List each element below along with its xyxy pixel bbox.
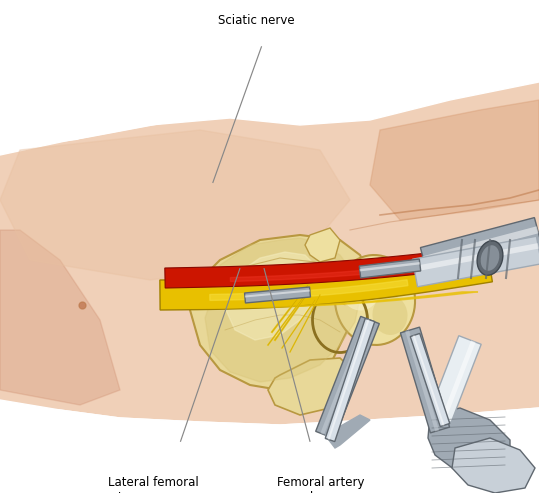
Polygon shape <box>328 319 370 440</box>
Ellipse shape <box>477 241 503 275</box>
Polygon shape <box>268 358 355 415</box>
Polygon shape <box>0 230 120 405</box>
Polygon shape <box>305 228 340 262</box>
Ellipse shape <box>335 255 415 345</box>
Polygon shape <box>405 330 439 431</box>
Polygon shape <box>400 327 450 433</box>
Ellipse shape <box>372 295 407 335</box>
Text: Sciatic nerve: Sciatic nerve <box>218 14 294 27</box>
Polygon shape <box>360 262 420 272</box>
Polygon shape <box>0 85 539 493</box>
Polygon shape <box>0 400 539 493</box>
Polygon shape <box>413 335 445 426</box>
Polygon shape <box>245 289 310 297</box>
Polygon shape <box>360 259 421 278</box>
Polygon shape <box>160 252 493 310</box>
Polygon shape <box>225 252 320 340</box>
Polygon shape <box>414 243 539 272</box>
Polygon shape <box>316 317 379 439</box>
Polygon shape <box>325 318 375 442</box>
Polygon shape <box>0 408 539 493</box>
Ellipse shape <box>481 245 499 271</box>
Polygon shape <box>420 217 539 282</box>
Polygon shape <box>429 336 481 423</box>
Polygon shape <box>230 264 425 282</box>
Polygon shape <box>412 236 539 287</box>
Polygon shape <box>245 287 310 303</box>
Polygon shape <box>165 246 491 288</box>
Polygon shape <box>441 341 475 420</box>
Polygon shape <box>0 130 350 280</box>
Polygon shape <box>428 408 510 478</box>
Polygon shape <box>205 238 360 382</box>
Polygon shape <box>423 226 538 263</box>
Polygon shape <box>320 318 369 435</box>
Text: Lateral femoral
cutaneous nerve: Lateral femoral cutaneous nerve <box>104 476 203 493</box>
Polygon shape <box>452 438 535 493</box>
Polygon shape <box>370 100 539 220</box>
Polygon shape <box>210 280 408 300</box>
Polygon shape <box>167 292 478 308</box>
Polygon shape <box>0 80 539 425</box>
Polygon shape <box>325 415 370 448</box>
Polygon shape <box>190 235 370 390</box>
Ellipse shape <box>340 266 380 311</box>
Text: Femoral artery
and nerve: Femoral artery and nerve <box>277 476 364 493</box>
Polygon shape <box>0 0 539 155</box>
Polygon shape <box>410 333 450 426</box>
